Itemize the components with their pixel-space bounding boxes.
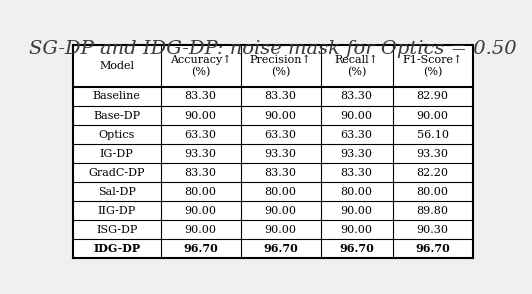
Text: 93.30: 93.30 (264, 148, 297, 158)
Text: F1-Score↑
(%): F1-Score↑ (%) (402, 55, 463, 77)
Text: 93.30: 93.30 (185, 148, 217, 158)
Text: Baseline: Baseline (93, 91, 140, 101)
Text: 83.30: 83.30 (185, 168, 217, 178)
Text: 90.00: 90.00 (340, 206, 372, 216)
Text: 90.30: 90.30 (417, 225, 448, 235)
Text: 83.30: 83.30 (185, 91, 217, 101)
Text: 93.30: 93.30 (340, 148, 372, 158)
Text: Optics: Optics (98, 130, 135, 140)
Text: ISG-DP: ISG-DP (96, 225, 137, 235)
Text: 82.90: 82.90 (417, 91, 448, 101)
Text: 90.00: 90.00 (264, 111, 297, 121)
Text: Accuracy↑
(%): Accuracy↑ (%) (170, 55, 231, 77)
Text: 63.30: 63.30 (185, 130, 217, 140)
Text: 80.00: 80.00 (417, 187, 448, 197)
Text: 96.70: 96.70 (263, 243, 298, 254)
Text: IG-DP: IG-DP (100, 148, 134, 158)
Text: 83.30: 83.30 (264, 168, 297, 178)
Text: 90.00: 90.00 (264, 206, 297, 216)
Text: 93.30: 93.30 (417, 148, 448, 158)
Text: 63.30: 63.30 (264, 130, 297, 140)
Text: 82.20: 82.20 (417, 168, 448, 178)
Text: 56.10: 56.10 (417, 130, 448, 140)
Text: 80.00: 80.00 (185, 187, 217, 197)
Text: Model: Model (99, 61, 134, 71)
Text: 80.00: 80.00 (264, 187, 297, 197)
Text: 90.00: 90.00 (185, 225, 217, 235)
Text: 90.00: 90.00 (340, 111, 372, 121)
Text: 96.70: 96.70 (415, 243, 450, 254)
Text: 90.00: 90.00 (417, 111, 448, 121)
Text: 89.80: 89.80 (417, 206, 448, 216)
Text: 83.30: 83.30 (264, 91, 297, 101)
Text: 80.00: 80.00 (340, 187, 372, 197)
Text: Precision↑
(%): Precision↑ (%) (250, 55, 312, 77)
Text: 63.30: 63.30 (340, 130, 372, 140)
Text: 96.70: 96.70 (184, 243, 218, 254)
Text: 83.30: 83.30 (340, 168, 372, 178)
Text: GradC-DP: GradC-DP (88, 168, 145, 178)
Text: IDG-DP: IDG-DP (93, 243, 140, 254)
Text: 96.70: 96.70 (339, 243, 374, 254)
Text: Recall↑
(%): Recall↑ (%) (335, 55, 379, 77)
Text: 90.00: 90.00 (185, 206, 217, 216)
Text: 90.00: 90.00 (264, 225, 297, 235)
Text: Sal-DP: Sal-DP (98, 187, 136, 197)
Text: IIG-DP: IIG-DP (97, 206, 136, 216)
Text: SG-DP and IDG-DP: noise mask for Optics = 0.50: SG-DP and IDG-DP: noise mask for Optics … (29, 40, 517, 58)
Text: 83.30: 83.30 (340, 91, 372, 101)
Text: Base-DP: Base-DP (93, 111, 140, 121)
Text: 90.00: 90.00 (185, 111, 217, 121)
Text: 90.00: 90.00 (340, 225, 372, 235)
